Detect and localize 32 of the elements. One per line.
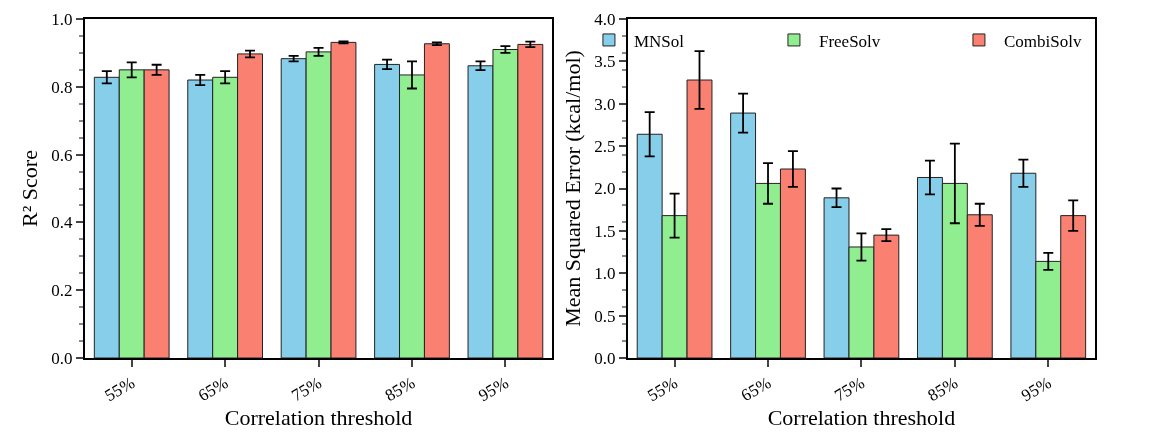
x-axis-title: Correlation threshold [224, 405, 413, 431]
x-tick-label: 55% [644, 373, 681, 406]
y-tick-label: 0.4 [51, 213, 74, 233]
y-tick-label: 0.0 [594, 348, 616, 368]
x-tick-label: 75% [831, 373, 868, 406]
y-tick-label: 3.5 [594, 52, 616, 72]
y-tick-label: 1.0 [594, 264, 616, 284]
legend-label: MNSol [633, 31, 685, 51]
y-tick-label: 2.5 [594, 137, 616, 157]
y-axis-title: R² Score [16, 150, 42, 227]
x-tick-label: 95% [1018, 373, 1055, 406]
legend-label: CombiSolv [1003, 31, 1082, 51]
x-tick-label: 55% [101, 373, 138, 406]
x-tick-label: 75% [288, 373, 325, 406]
y-tick-label: 0.2 [51, 281, 73, 301]
x-tick-label: 65% [737, 373, 775, 406]
y-axis-title: Mean Squared Error (kcal/mol) [559, 50, 585, 327]
y-tick-label: 0.8 [51, 77, 73, 97]
x-tick-label: 65% [194, 373, 232, 406]
y-tick-label: 2.0 [594, 179, 616, 199]
y-tick-label: 1.0 [51, 9, 73, 29]
y-tick-label: 1.5 [594, 221, 616, 241]
legend-label: FreeSolv [818, 31, 881, 51]
y-tick-label: 0.5 [594, 306, 616, 326]
x-tick-label: 95% [475, 373, 512, 406]
y-tick-label: 0.0 [51, 348, 73, 368]
x-tick-label: 85% [924, 373, 962, 406]
y-tick-label: 0.6 [51, 145, 73, 165]
x-tick-label: 85% [381, 373, 419, 406]
y-tick-label: 4.0 [594, 9, 616, 29]
x-axis-title: Correlation threshold [767, 405, 956, 431]
y-tick-label: 3.0 [594, 94, 616, 114]
